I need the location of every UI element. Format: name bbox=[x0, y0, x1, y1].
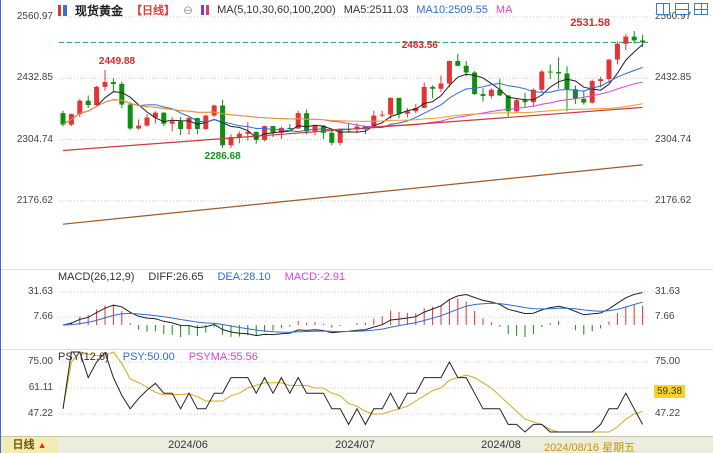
macd-axis-label: 31.63 bbox=[27, 286, 53, 297]
last-date-label: 2024/08/16 星期五 bbox=[544, 442, 636, 453]
macd-header: MACD(26,12,9) DIFF:26.65 DEA:28.10 MACD:… bbox=[58, 271, 345, 283]
psy-header: PSY(12,6) PSY:50.00 PSYMA:55.56 bbox=[58, 351, 258, 363]
period-selector-label: 日线 bbox=[12, 439, 35, 451]
main-chart-header: 现货黄金 【日线】 ⊖ MA(5,10,30,60,100,200) MA5:2… bbox=[58, 2, 512, 18]
month-tick-label: 2024/08 bbox=[481, 439, 521, 451]
psy-axis-label: 47.22 bbox=[27, 408, 53, 419]
macd-axis-label: 7.66 bbox=[655, 311, 675, 322]
psy-value: PSY:50.00 bbox=[122, 351, 175, 363]
price-axis-label: 2560.97 bbox=[16, 11, 53, 22]
price-axis-label: 2304.74 bbox=[16, 134, 53, 145]
psy-axis-label: 75.00 bbox=[655, 356, 681, 367]
price-axis-label: 2176.62 bbox=[655, 195, 692, 206]
price-axis-label: 2560.97 bbox=[655, 11, 692, 22]
price-axis-label: 2304.74 bbox=[655, 134, 692, 145]
layout-two-rows-icon[interactable] bbox=[675, 3, 689, 15]
psy-axis-label: 61.11 bbox=[28, 382, 53, 393]
price-axis-label: 2432.85 bbox=[16, 72, 53, 83]
psy-axis-label: 75.00 bbox=[27, 356, 53, 367]
period-tag[interactable]: 【日线】 bbox=[131, 5, 176, 17]
instrument-icon bbox=[58, 4, 67, 16]
ma-overflow-label: MA bbox=[495, 4, 513, 16]
layout-grid-icon[interactable] bbox=[694, 3, 708, 15]
ma5-value: MA5:2511.03 bbox=[343, 4, 409, 16]
month-tick-label: 2024/07 bbox=[335, 439, 375, 451]
macd-chart[interactable] bbox=[1, 284, 713, 348]
ma-group-label[interactable]: MA(5,10,30,60,100,200) bbox=[217, 4, 336, 16]
macd-diff-value: DIFF:26.65 bbox=[148, 271, 204, 283]
period-selector[interactable]: 日线 ▲ bbox=[1, 437, 58, 453]
psy-axis-label: 47.22 bbox=[655, 408, 681, 419]
psyma-value: PSYMA:55.56 bbox=[188, 351, 258, 363]
psy-chart[interactable] bbox=[1, 350, 713, 434]
macd-title[interactable]: MACD(26,12,9) bbox=[58, 271, 135, 283]
triangle-up-icon: ▲ bbox=[37, 440, 47, 450]
pane-divider bbox=[1, 349, 713, 350]
macd-axis-label: 7.66 bbox=[33, 311, 53, 322]
psy-title[interactable]: PSY(12,6) bbox=[58, 351, 109, 363]
macd-dea-value: DEA:28.10 bbox=[217, 271, 271, 283]
instrument-name: 现货黄金 bbox=[75, 3, 124, 18]
pane-divider bbox=[1, 269, 713, 270]
collapse-icon[interactable]: ⊖ bbox=[183, 3, 194, 17]
price-axis-label: 2432.85 bbox=[655, 72, 692, 83]
time-axis-bar: 日线 ▲ 2024/06 2024/07 2024/08 2024/08/16 … bbox=[1, 436, 713, 453]
month-tick-label: 2024/06 bbox=[168, 439, 208, 451]
macd-value: MACD:-2.91 bbox=[284, 271, 346, 283]
price-axis-label: 2176.62 bbox=[16, 195, 53, 206]
macd-axis-label: 31.63 bbox=[655, 286, 681, 297]
layout-switcher bbox=[656, 3, 708, 15]
candlestick-chart[interactable] bbox=[1, 14, 713, 268]
ma-indicator-icon bbox=[201, 5, 210, 15]
psy-current-value-badge: 59.38 bbox=[654, 385, 686, 398]
layout-two-columns-icon[interactable] bbox=[656, 3, 670, 15]
ma10-value: MA10:2509.55 bbox=[416, 4, 488, 16]
